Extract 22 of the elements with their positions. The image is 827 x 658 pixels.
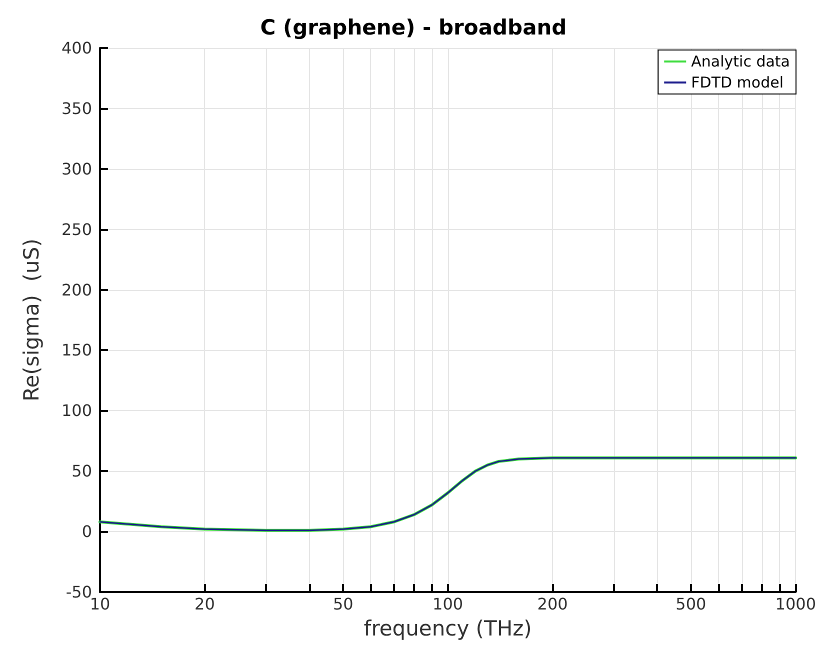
y-tick-label: 150 xyxy=(61,340,92,360)
chart-title: C (graphene) - broadband xyxy=(260,16,567,40)
x-tick-label: 50 xyxy=(332,594,354,614)
y-tick-label: 350 xyxy=(61,98,92,118)
y-tick-label: 0 xyxy=(82,522,92,542)
y-tick-label: 50 xyxy=(72,462,92,481)
legend-label: Analytic data xyxy=(691,52,790,70)
y-tick-label: -50 xyxy=(66,582,92,602)
x-axis-title: frequency (THz) xyxy=(364,616,532,640)
legend-label: FDTD model xyxy=(691,74,784,92)
x-tick-label: 200 xyxy=(537,594,568,614)
x-tick-label: 20 xyxy=(194,594,215,614)
y-tick-label: 200 xyxy=(61,280,92,300)
y-tick-label: 100 xyxy=(61,401,92,420)
x-tick-label: 500 xyxy=(676,594,706,614)
y-tick-label: 250 xyxy=(61,220,92,239)
x-tick-label: 1000 xyxy=(775,594,816,614)
y-axis-title: Re(sigma) (uS) xyxy=(20,238,44,402)
x-tick-label: 10 xyxy=(90,594,110,614)
y-tick-label: 300 xyxy=(61,159,92,178)
x-tick-label: 100 xyxy=(432,594,464,614)
y-tick-label: 400 xyxy=(61,38,92,58)
